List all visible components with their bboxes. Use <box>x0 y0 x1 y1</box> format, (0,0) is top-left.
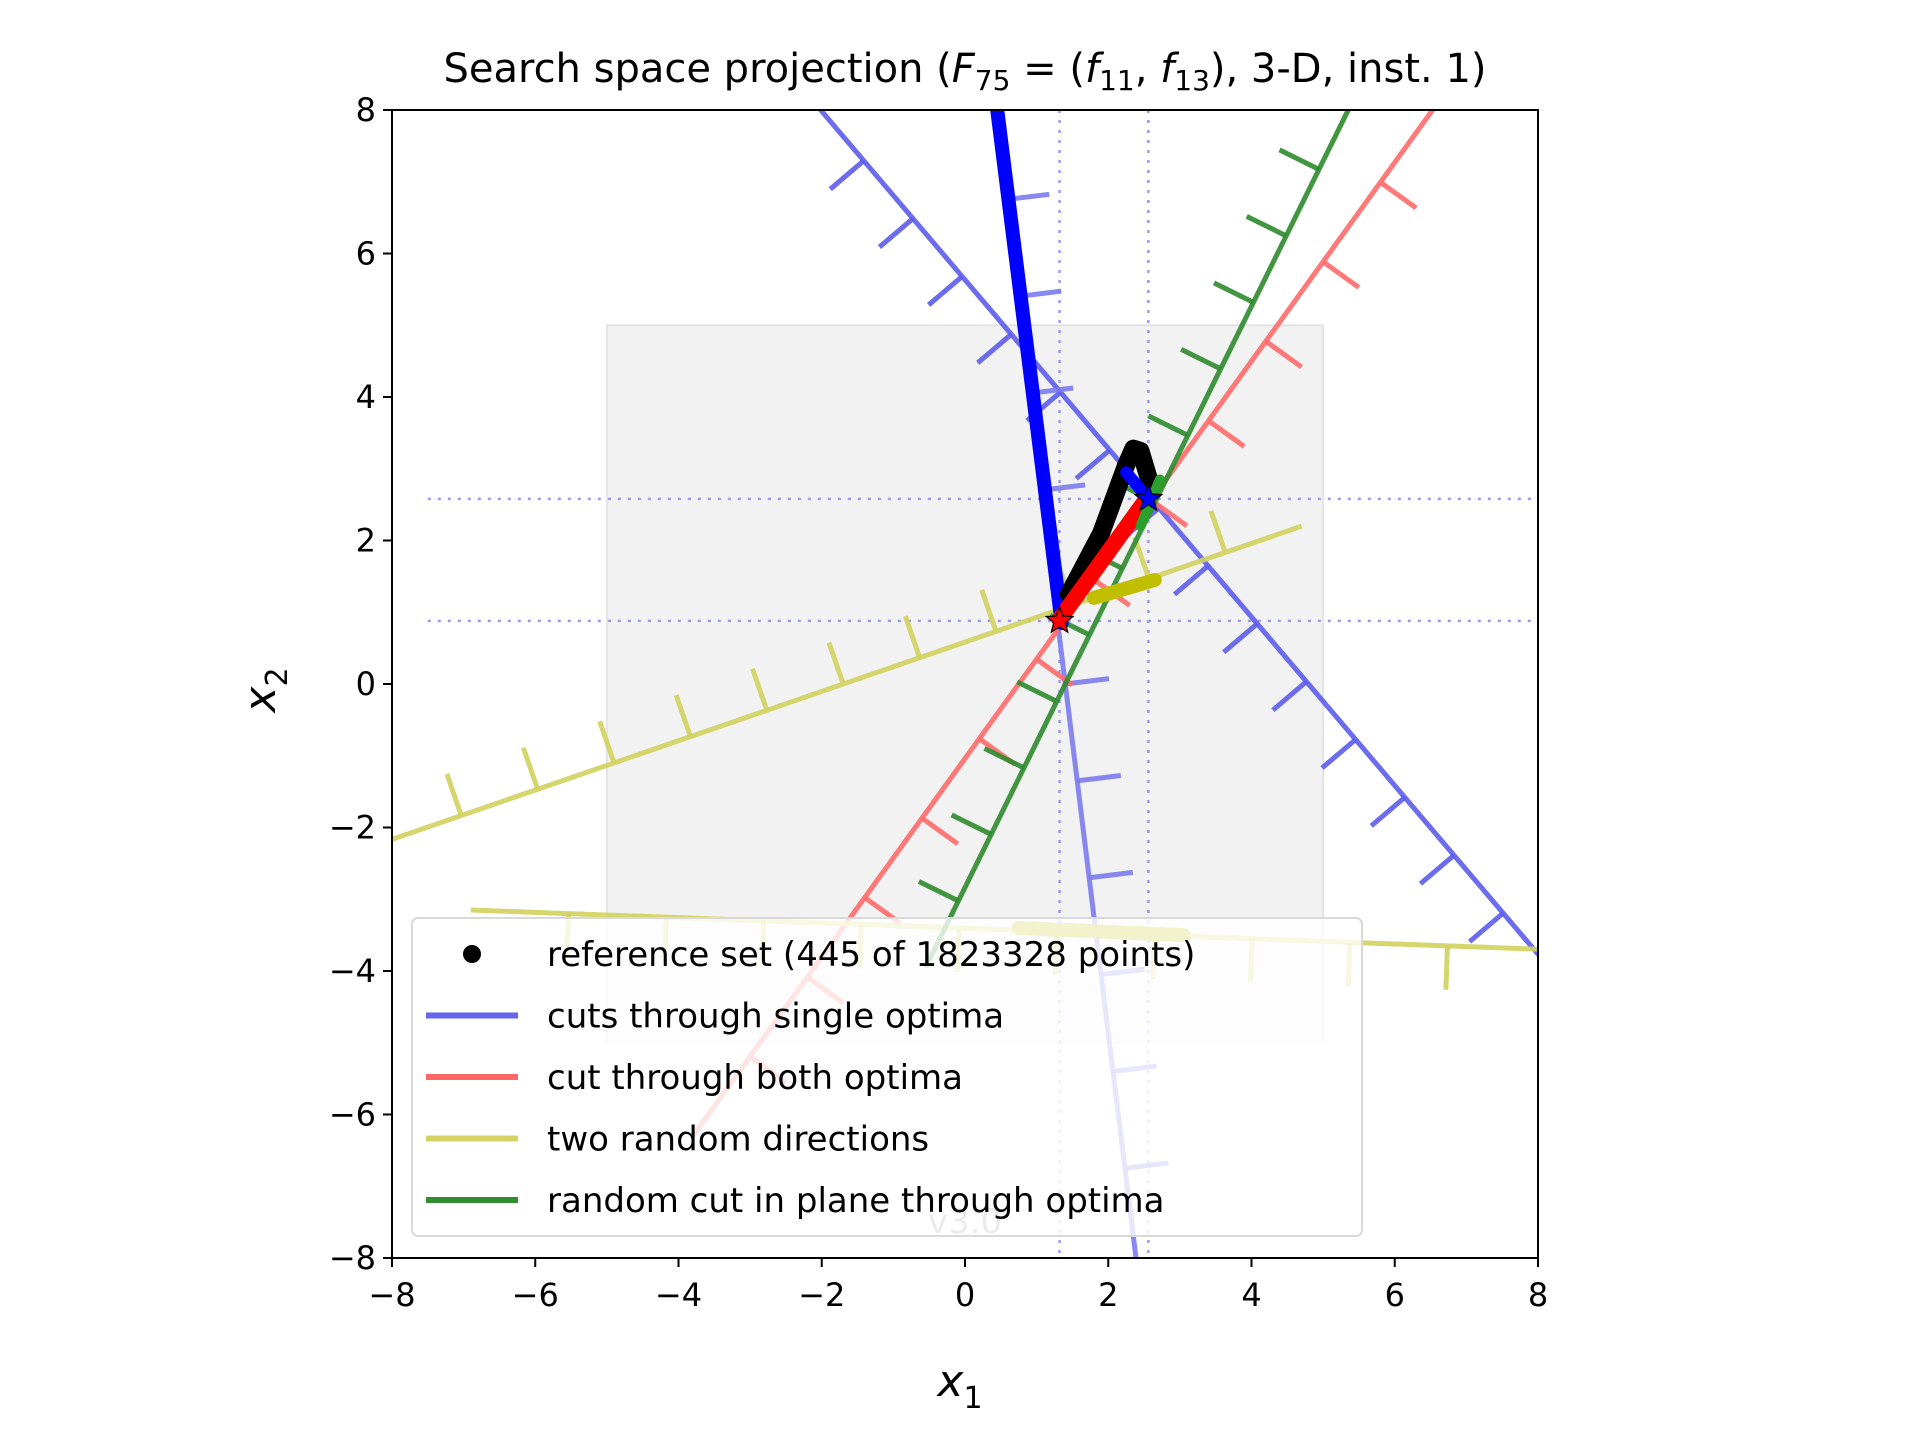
y-tick-label-2: −4 <box>329 952 376 990</box>
legend-entry-3: two random directions <box>426 1120 929 1160</box>
legend-entry-2: cut through both optima <box>426 1058 963 1098</box>
cut-line-3-tick-7 <box>902 615 923 659</box>
cut-line-3-tick-8 <box>979 588 999 633</box>
cut-line-3-tick-11 <box>1208 510 1228 554</box>
y-axis-label: x2 <box>235 667 295 714</box>
cut-line-0-tick-10 <box>1271 679 1309 713</box>
y-tick-label-3: −2 <box>329 809 376 847</box>
title-f1-sub: 11 <box>1099 64 1135 97</box>
x-tick-label-1: −6 <box>512 1276 559 1314</box>
cut-line-4-tick-10 <box>1443 945 1450 990</box>
cut-line-5-tick-8 <box>1147 413 1189 438</box>
cut-line-3-tick-6 <box>826 641 846 685</box>
x-axis-label: x1 <box>935 1356 982 1416</box>
y-axis-label-main: x <box>235 686 286 715</box>
legend-label-2: cut through both optima <box>547 1058 963 1098</box>
cut-line-2-tick-10 <box>1264 339 1303 370</box>
title-F-sub: 75 <box>975 64 1011 97</box>
cut-line-5-tick-2 <box>950 812 993 837</box>
title-prefix: Search space projection ( <box>443 46 951 92</box>
cut-line-0-tick-9 <box>1222 621 1259 655</box>
cut-line-0-tick-3 <box>926 274 964 307</box>
title-eq: = ( <box>1010 46 1085 92</box>
cut-line-0-tick-12 <box>1369 795 1407 828</box>
cut-line-1-tick-8 <box>1088 869 1134 881</box>
cut-line-0-tick-2 <box>877 216 915 249</box>
cut-line-0-tick-14 <box>1467 911 1505 944</box>
cut-line-2-tick-9 <box>1207 418 1246 449</box>
cut-line-5-path <box>923 110 1352 969</box>
cut-line-5-tick-9 <box>1180 347 1222 372</box>
cut-line-2-tick-11 <box>1321 259 1361 290</box>
cut-line-2-tick-8 <box>1149 498 1189 528</box>
thick-segment-2 <box>1051 489 1156 628</box>
legend-entry-0: reference set (445 of 1823328 points) <box>463 935 1195 975</box>
y-tick-label-6: 4 <box>356 378 376 416</box>
axes: −8 −6 −4 −2 0 2 4 6 8 −8 −6 −4 −2 0 2 4 6 8 <box>329 91 1548 1314</box>
cut-line-5-tick-4 <box>1016 679 1058 704</box>
title-sep: , <box>1135 46 1160 92</box>
cut-line-2-tick-4 <box>920 816 960 846</box>
x-tick-label-0: −8 <box>368 1276 415 1314</box>
x-tick-label-5: 2 <box>1098 1276 1118 1314</box>
legend-label-4: random cut in plane through optima <box>547 1181 1165 1221</box>
cut-line-0-tick-13 <box>1418 853 1456 886</box>
cut-line-5-tick-1 <box>917 879 960 904</box>
legend-entry-4: random cut in plane through optima <box>426 1181 1165 1221</box>
y-axis-label-sub: 2 <box>260 667 295 686</box>
cut-line-0-tick-11 <box>1320 737 1358 770</box>
optimum-star-1 <box>1133 483 1164 512</box>
cut-line-5-tick-11 <box>1245 214 1288 239</box>
cut-line-5-tick-10 <box>1212 280 1255 305</box>
legend-entry-1: cuts through single optima <box>426 997 1004 1037</box>
cut-line-0 <box>817 110 1538 959</box>
x-tick-label-3: −2 <box>798 1276 845 1314</box>
legend-label-1: cuts through single optima <box>547 997 1004 1037</box>
legend-label-3: two random directions <box>547 1120 929 1160</box>
y-tick-label-4: 0 <box>356 665 376 703</box>
thick-segment-5 <box>1086 572 1162 605</box>
x-axis-label-main: x <box>935 1356 964 1407</box>
y-tick-label-5: 2 <box>356 522 376 560</box>
thick-segment-1 <box>1059 439 1161 604</box>
title-F: F <box>952 46 976 92</box>
cut-line-1-tick-7 <box>1076 772 1122 784</box>
cut-line-0-path <box>817 110 1538 959</box>
legend: reference set (445 of 1823328 points) cut… <box>411 917 1363 1237</box>
x-tick-label-4: 0 <box>955 1276 975 1314</box>
cut-line-2-tick-12 <box>1378 180 1418 211</box>
chart-title: Search space projection (F75 = (f11, f13… <box>443 46 1486 97</box>
cut-line-3-tick-4 <box>673 694 693 738</box>
cut-line-0-tick-6 <box>1074 448 1112 481</box>
optimum-star-0 <box>1044 605 1075 634</box>
y-tick-label-8: 8 <box>356 91 376 129</box>
cut-line-0-tick-8 <box>1172 563 1210 597</box>
cut-line-3-tick-2 <box>520 746 541 791</box>
cut-line-0-tick-4 <box>976 332 1013 365</box>
cut-line-3-tick-5 <box>750 667 770 712</box>
y-tick-label-0: −8 <box>329 1239 376 1277</box>
thick-segment-0 <box>990 110 1069 631</box>
cut-line-5 <box>917 110 1352 969</box>
cut-line-3-tick-1 <box>444 773 464 817</box>
cut-line-0-tick-1 <box>828 158 866 192</box>
cut-line-5-tick-3 <box>983 746 1026 771</box>
y-tick-label-1: −6 <box>329 1096 376 1134</box>
cut-line-3-tick-3 <box>597 720 617 764</box>
x-tick-label-6: 4 <box>1241 1276 1261 1314</box>
title-f2-sub: 13 <box>1174 64 1210 97</box>
legend-box <box>411 917 1363 1237</box>
y-tick-label-7: 6 <box>356 235 376 273</box>
x-tick-label-2: −4 <box>655 1276 702 1314</box>
legend-label-0: reference set (445 of 1823328 points) <box>547 935 1195 975</box>
cut-line-5-tick-12 <box>1278 147 1321 172</box>
title-suffix: ), 3-D, inst. 1) <box>1210 46 1487 92</box>
x-tick-label-8: 8 <box>1528 1276 1548 1314</box>
x-tick-label-7: 6 <box>1385 1276 1405 1314</box>
legend-marker-0 <box>463 945 481 963</box>
x-axis-label-sub: 1 <box>963 1381 982 1416</box>
